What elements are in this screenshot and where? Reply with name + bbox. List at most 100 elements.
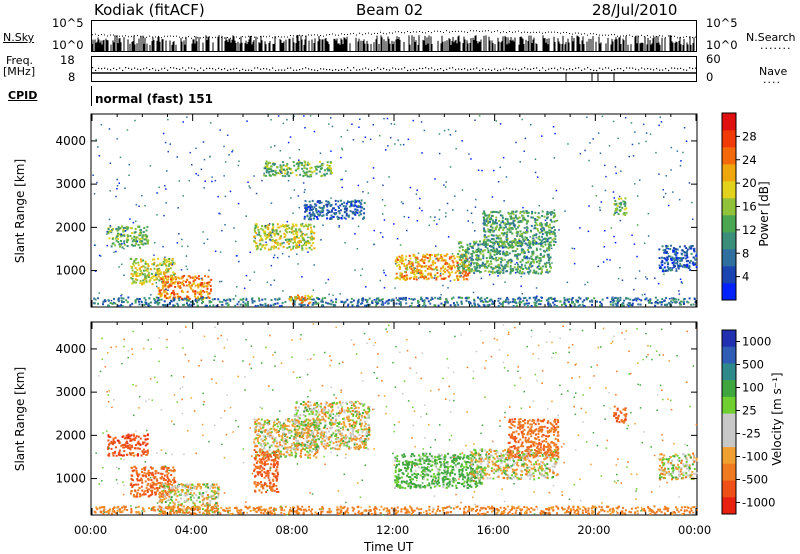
nsearch-dot bbox=[359, 32, 360, 34]
nsearch-dot bbox=[569, 33, 570, 35]
nsearch-dot bbox=[548, 31, 549, 33]
nsearch-dot bbox=[356, 34, 357, 36]
nsearch-dot bbox=[269, 35, 270, 37]
nsearch-legend-dots: ....... bbox=[760, 39, 792, 52]
nsearch-dot bbox=[677, 37, 678, 39]
nsearch-dot bbox=[317, 34, 318, 36]
nsearch-dot bbox=[395, 31, 396, 33]
y-tick-label: 4000 bbox=[55, 342, 86, 356]
nsearch-dot bbox=[665, 37, 666, 39]
nave-dot bbox=[182, 67, 184, 69]
nave-dot bbox=[590, 68, 592, 71]
nave-dot bbox=[257, 67, 259, 69]
time-tick-label: 08:00 bbox=[275, 523, 309, 537]
nsearch-dot bbox=[407, 30, 408, 32]
nave-dot bbox=[494, 68, 496, 70]
nsearch-dot bbox=[653, 35, 654, 37]
nsearch-dot bbox=[416, 31, 417, 33]
nave-dot bbox=[584, 68, 586, 70]
colorbar-segment bbox=[722, 283, 736, 301]
nsearch-dot bbox=[641, 34, 642, 36]
nave-label: Nave bbox=[759, 65, 788, 78]
nsearch-dot bbox=[425, 32, 426, 34]
nave-dot bbox=[275, 69, 277, 72]
nave-dot bbox=[398, 68, 400, 70]
colorbar-tick-label: 24 bbox=[742, 153, 757, 167]
nave-dot bbox=[137, 68, 139, 70]
nsearch-label: N.Search bbox=[746, 31, 796, 44]
colorbar-tick-label: 1000 bbox=[742, 335, 771, 349]
colorbar-segment bbox=[722, 232, 736, 250]
nsearch-dot bbox=[467, 31, 468, 33]
nsearch-dot bbox=[662, 35, 663, 37]
nsearch-dot bbox=[494, 31, 495, 33]
nave-dot bbox=[419, 67, 421, 70]
nave-dot bbox=[326, 68, 328, 71]
nsearch-dot bbox=[410, 32, 411, 34]
nsearch-tick-top: 10^5 bbox=[706, 16, 738, 30]
nave-dot bbox=[485, 69, 487, 71]
nave-dot bbox=[155, 69, 157, 71]
nsearch-dot bbox=[683, 36, 684, 38]
nave-dot bbox=[536, 67, 538, 69]
colorbar-segment bbox=[722, 447, 736, 465]
nave-dot bbox=[518, 69, 520, 71]
nsearch-dot bbox=[146, 36, 147, 38]
nave-dot bbox=[290, 67, 292, 69]
nave-dot bbox=[350, 69, 352, 71]
nsearch-dot bbox=[323, 35, 324, 37]
nsearch-dot bbox=[452, 30, 453, 32]
nave-dot bbox=[482, 68, 484, 70]
nsearch-dot bbox=[149, 35, 150, 37]
nave-dot bbox=[581, 69, 583, 71]
nsearch-dot bbox=[449, 31, 450, 33]
nave-dot bbox=[638, 69, 640, 71]
nsearch-dot bbox=[122, 35, 123, 37]
nave-dot bbox=[248, 69, 250, 71]
nave-dot bbox=[158, 69, 160, 72]
nsearch-dot bbox=[611, 34, 612, 36]
nave-dot bbox=[605, 67, 607, 69]
nsearch-dot bbox=[593, 33, 594, 35]
nave-dot bbox=[551, 67, 553, 70]
nave-dot bbox=[179, 68, 181, 71]
nave-dot bbox=[311, 69, 313, 71]
nsearch-dot bbox=[347, 34, 348, 36]
nave-dot bbox=[374, 69, 376, 71]
nave-dot bbox=[521, 68, 523, 70]
nave-dot bbox=[287, 67, 289, 69]
nsearch-dot bbox=[392, 32, 393, 34]
nsearch-dot bbox=[161, 37, 162, 39]
heatmap-cells bbox=[93, 323, 698, 516]
nsearch-dot bbox=[119, 35, 120, 37]
nave-dot bbox=[116, 68, 118, 71]
nsearch-dot bbox=[299, 34, 300, 36]
nave-dot bbox=[623, 69, 625, 72]
nsearch-dot bbox=[314, 34, 315, 36]
nsearch-dot bbox=[344, 34, 345, 36]
y-tick-label: 2000 bbox=[55, 220, 86, 234]
colorbar-tick-label: 16 bbox=[742, 200, 757, 214]
nave-dot bbox=[497, 69, 499, 72]
time-tick-label: 12:00 bbox=[376, 523, 410, 537]
nave-dot bbox=[251, 69, 253, 72]
nave-dot bbox=[188, 67, 190, 69]
nave-dot bbox=[230, 68, 232, 71]
nave-dot bbox=[425, 67, 427, 69]
nsearch-dot bbox=[614, 34, 615, 36]
nsearch-dot bbox=[497, 30, 498, 32]
nsearch-dot bbox=[482, 30, 483, 32]
nsearch-dot bbox=[263, 35, 264, 37]
nave-dot bbox=[629, 67, 631, 69]
nsearch-dot bbox=[686, 36, 687, 38]
nsearch-dot bbox=[566, 32, 567, 34]
nsearch-dot bbox=[551, 31, 552, 33]
nave-dot bbox=[149, 69, 151, 71]
station-title: Kodiak (fitACF) bbox=[94, 1, 205, 19]
time-tick-label: 20:00 bbox=[577, 523, 611, 537]
nave-dot bbox=[233, 68, 235, 70]
nsearch-dot bbox=[374, 32, 375, 34]
nave-dot bbox=[239, 69, 241, 72]
colorbar-segment bbox=[722, 164, 736, 182]
nave-dot bbox=[545, 69, 547, 72]
